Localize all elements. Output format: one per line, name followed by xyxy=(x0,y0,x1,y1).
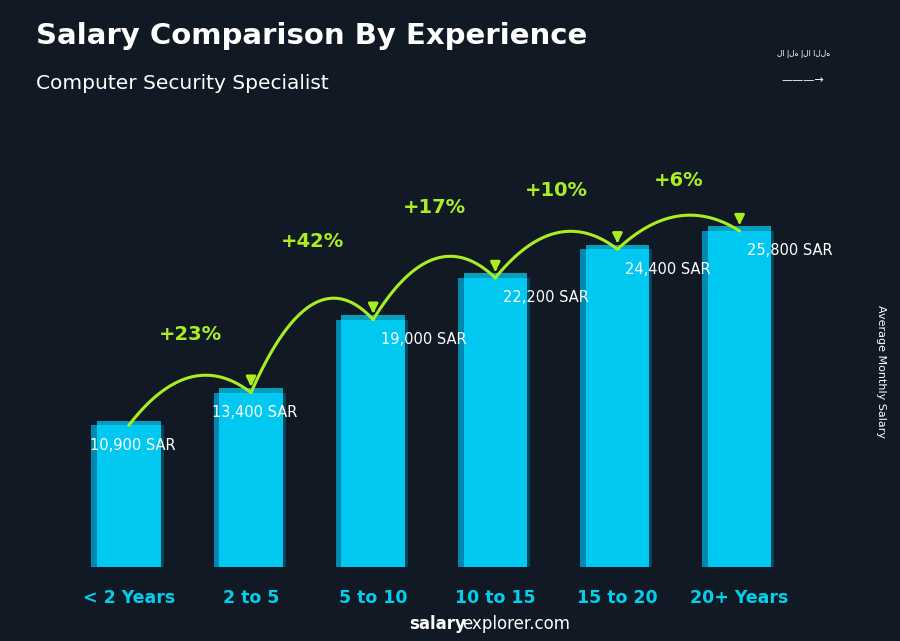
Text: Average Monthly Salary: Average Monthly Salary xyxy=(877,305,886,438)
Polygon shape xyxy=(341,320,405,567)
Polygon shape xyxy=(527,278,530,567)
Polygon shape xyxy=(283,393,285,567)
Polygon shape xyxy=(405,320,408,567)
Polygon shape xyxy=(336,320,341,567)
Text: Salary Comparison By Experience: Salary Comparison By Experience xyxy=(36,22,587,51)
Polygon shape xyxy=(97,420,161,425)
Text: 25,800 SAR: 25,800 SAR xyxy=(747,244,833,258)
Polygon shape xyxy=(580,249,586,567)
Polygon shape xyxy=(586,245,649,249)
Text: 10,900 SAR: 10,900 SAR xyxy=(90,438,176,453)
Polygon shape xyxy=(707,226,771,231)
Polygon shape xyxy=(220,393,283,567)
Text: +23%: +23% xyxy=(158,325,221,344)
Polygon shape xyxy=(771,231,774,567)
Polygon shape xyxy=(97,425,161,567)
Text: +42%: +42% xyxy=(281,232,344,251)
Text: +6%: +6% xyxy=(653,171,703,190)
Text: +10%: +10% xyxy=(525,181,588,201)
Polygon shape xyxy=(220,388,283,393)
Text: 19,000 SAR: 19,000 SAR xyxy=(381,332,466,347)
Polygon shape xyxy=(464,278,527,567)
Text: 24,400 SAR: 24,400 SAR xyxy=(625,262,710,277)
Text: 13,400 SAR: 13,400 SAR xyxy=(212,405,297,420)
Polygon shape xyxy=(707,231,771,567)
Text: +17%: +17% xyxy=(402,198,466,217)
Polygon shape xyxy=(702,231,707,567)
Text: ———→: ———→ xyxy=(782,74,824,85)
Polygon shape xyxy=(649,249,652,567)
Text: 22,200 SAR: 22,200 SAR xyxy=(502,290,589,305)
Text: لا إله إلا الله: لا إله إلا الله xyxy=(777,49,830,58)
Polygon shape xyxy=(586,249,649,567)
Polygon shape xyxy=(213,393,220,567)
Polygon shape xyxy=(458,278,464,567)
Text: Computer Security Specialist: Computer Security Specialist xyxy=(36,74,328,93)
Polygon shape xyxy=(341,315,405,320)
Polygon shape xyxy=(161,425,164,567)
Text: explorer.com: explorer.com xyxy=(462,615,570,633)
Text: salary: salary xyxy=(410,615,466,633)
Polygon shape xyxy=(92,425,97,567)
Polygon shape xyxy=(464,273,527,278)
